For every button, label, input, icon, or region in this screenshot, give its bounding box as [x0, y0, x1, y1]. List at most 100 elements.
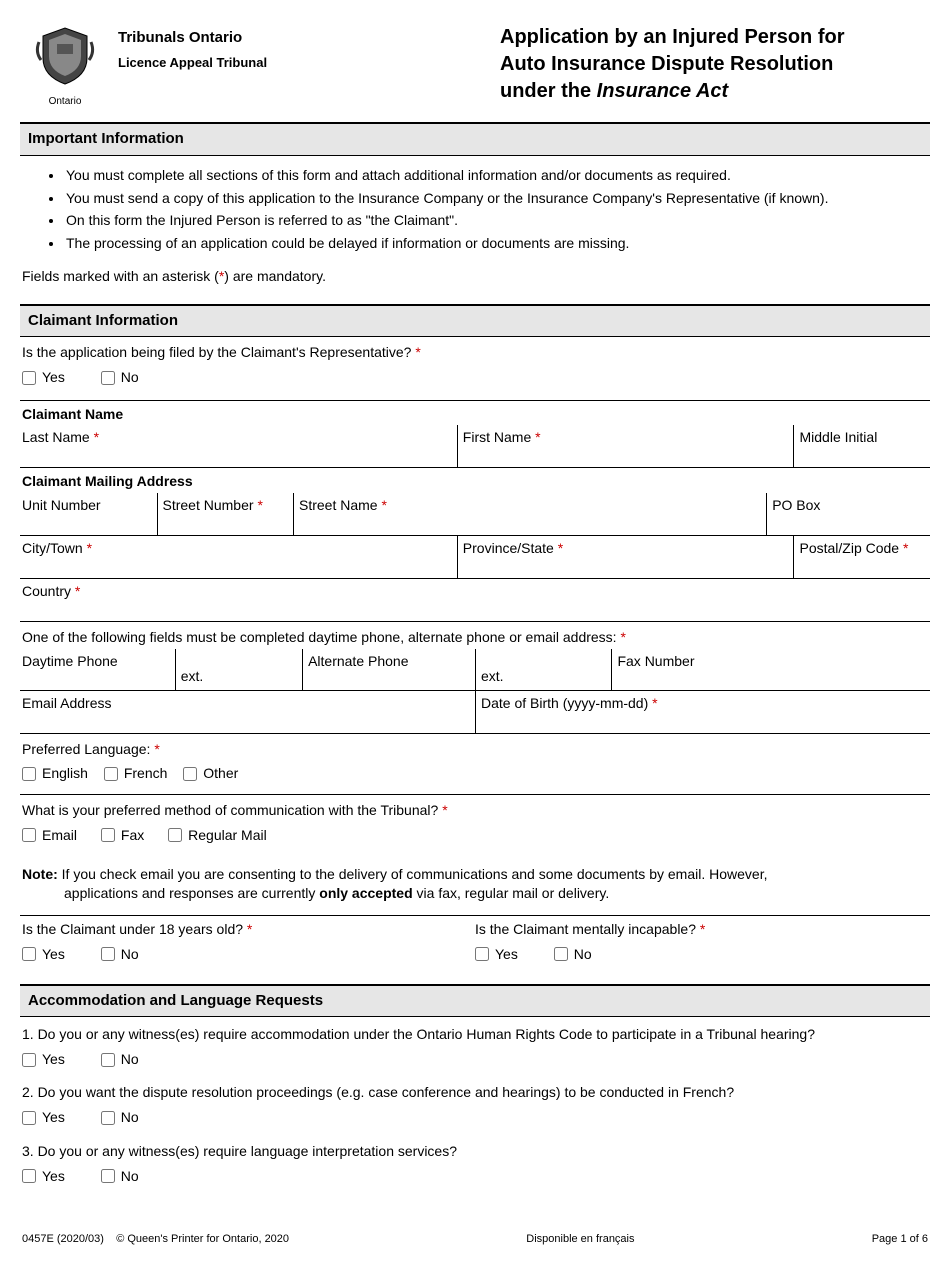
- accom-q2-no[interactable]: No: [101, 1108, 139, 1127]
- accom-q1-no-checkbox[interactable]: [101, 1053, 115, 1067]
- row-two-questions: Is the Claimant under 18 years old? * Ye…: [20, 915, 930, 974]
- contact-note-text: One of the following fields must be comp…: [22, 629, 620, 645]
- accom-q3-yes[interactable]: Yes: [22, 1167, 65, 1186]
- incapable-no[interactable]: No: [554, 945, 592, 964]
- footer-left: 0457E (2020/03) © Queen's Printer for On…: [22, 1232, 289, 1247]
- pref-comm-block: What is your preferred method of communi…: [20, 794, 930, 855]
- claimant-address-heading: Claimant Mailing Address: [20, 467, 930, 493]
- section-claimant-info: Claimant Information: [20, 304, 930, 337]
- rep-no-checkbox[interactable]: [101, 371, 115, 385]
- no-label: No: [574, 945, 592, 964]
- accom-q3: 3. Do you or any witness(es) require lan…: [20, 1134, 930, 1192]
- accom-q2: 2. Do you want the dispute resolution pr…: [20, 1075, 930, 1133]
- day-phone-label: Daytime Phone: [22, 653, 118, 669]
- comm-mail-checkbox[interactable]: [168, 828, 182, 842]
- accom-q1-yes-checkbox[interactable]: [22, 1053, 36, 1067]
- lang-other[interactable]: Other: [183, 764, 238, 783]
- title-line3-prefix: under the: [500, 80, 597, 102]
- title-line1: Application by an Injured Person for: [500, 26, 844, 48]
- email-note: Note: If you check email you are consent…: [20, 855, 930, 915]
- country-label: Country: [22, 583, 75, 599]
- no-label: No: [121, 1050, 139, 1069]
- city-label: City/Town: [22, 540, 87, 556]
- asterisk: *: [247, 921, 252, 937]
- no-label: No: [121, 1108, 139, 1127]
- accom-q1-text: 1. Do you or any witness(es) require acc…: [22, 1025, 928, 1044]
- yes-label: Yes: [42, 945, 65, 964]
- comm-email-label: Email: [42, 826, 77, 845]
- no-label: No: [121, 368, 139, 387]
- accom-q3-yes-checkbox[interactable]: [22, 1169, 36, 1183]
- copyright: © Queen's Printer for Ontario, 2020: [116, 1233, 289, 1245]
- email-label: Email Address: [22, 695, 111, 711]
- accom-q3-no-checkbox[interactable]: [101, 1169, 115, 1183]
- ext-label: ext.: [181, 668, 204, 684]
- yes-label: Yes: [42, 368, 65, 387]
- q-under18-text: Is the Claimant under 18 years old?: [22, 921, 247, 937]
- page-footer: 0457E (2020/03) © Queen's Printer for On…: [20, 1232, 930, 1247]
- comm-mail[interactable]: Regular Mail: [168, 826, 267, 845]
- comm-fax-checkbox[interactable]: [101, 828, 115, 842]
- rep-no[interactable]: No: [101, 368, 139, 387]
- incapable-no-checkbox[interactable]: [554, 947, 568, 961]
- first-name-label: First Name: [463, 429, 535, 445]
- unit-label: Unit Number: [22, 497, 101, 513]
- accom-q2-text: 2. Do you want the dispute resolution pr…: [22, 1083, 928, 1102]
- lang-french[interactable]: French: [104, 764, 168, 783]
- q-under18: Is the Claimant under 18 years old? * Ye…: [22, 920, 475, 966]
- under18-yes-checkbox[interactable]: [22, 947, 36, 961]
- contact-note: One of the following fields must be comp…: [20, 621, 930, 649]
- asterisk: *: [415, 344, 420, 360]
- asterisk: *: [94, 429, 99, 445]
- accom-q3-no[interactable]: No: [101, 1167, 139, 1186]
- rep-yes-checkbox[interactable]: [22, 371, 36, 385]
- question-rep-text: Is the application being filed by the Cl…: [22, 344, 415, 360]
- incapable-yes-checkbox[interactable]: [475, 947, 489, 961]
- bullet-item: You must complete all sections of this f…: [64, 166, 922, 185]
- under18-no[interactable]: No: [101, 945, 139, 964]
- street-no-label: Street Number: [163, 497, 258, 513]
- page-header: Ontario Tribunals Ontario Licence Appeal…: [20, 24, 930, 108]
- asterisk: *: [620, 629, 625, 645]
- under18-no-checkbox[interactable]: [101, 947, 115, 961]
- asterisk: *: [903, 540, 908, 556]
- logo-label: Ontario: [20, 95, 110, 109]
- accom-q3-text: 3. Do you or any witness(es) require lan…: [22, 1142, 928, 1161]
- mandatory-note: Fields marked with an asterisk (*) are m…: [20, 263, 930, 294]
- org-name: Tribunals Ontario: [118, 28, 492, 48]
- lang-french-checkbox[interactable]: [104, 767, 118, 781]
- note-bold: only accepted: [319, 885, 412, 901]
- asterisk: *: [535, 429, 540, 445]
- accom-q2-no-checkbox[interactable]: [101, 1111, 115, 1125]
- lang-english-checkbox[interactable]: [22, 767, 36, 781]
- under18-yes[interactable]: Yes: [22, 945, 65, 964]
- asterisk: *: [700, 921, 705, 937]
- asterisk: *: [652, 695, 657, 711]
- pobox-label: PO Box: [772, 497, 820, 513]
- lang-other-checkbox[interactable]: [183, 767, 197, 781]
- last-name-label: Last Name: [22, 429, 94, 445]
- accom-q1-no[interactable]: No: [101, 1050, 139, 1069]
- accom-q1-yes[interactable]: Yes: [22, 1050, 65, 1069]
- comm-email-checkbox[interactable]: [22, 828, 36, 842]
- accom-q2-yes[interactable]: Yes: [22, 1108, 65, 1127]
- bullet-item: The processing of an application could b…: [64, 234, 922, 253]
- section-accommodation: Accommodation and Language Requests: [20, 984, 930, 1017]
- province-label: Province/State: [463, 540, 558, 556]
- dob-label: Date of Birth (yyyy-mm-dd): [481, 695, 652, 711]
- mandatory-suffix: ) are mandatory.: [224, 268, 326, 284]
- incapable-yes[interactable]: Yes: [475, 945, 518, 964]
- comm-email[interactable]: Email: [22, 826, 77, 845]
- street-name-label: Street Name: [299, 497, 381, 513]
- section-important-info: Important Information: [20, 122, 930, 155]
- accom-q2-yes-checkbox[interactable]: [22, 1111, 36, 1125]
- comm-fax[interactable]: Fax: [101, 826, 144, 845]
- header-text: Tribunals Ontario Licence Appeal Tribuna…: [118, 24, 492, 72]
- rep-yes[interactable]: Yes: [22, 368, 65, 387]
- footer-page: Page 1 of 6: [872, 1232, 928, 1247]
- yes-label: Yes: [42, 1108, 65, 1127]
- lang-english[interactable]: English: [22, 764, 88, 783]
- footer-french: Disponible en français: [526, 1232, 634, 1247]
- no-label: No: [121, 945, 139, 964]
- q-incapable-text: Is the Claimant mentally incapable?: [475, 921, 700, 937]
